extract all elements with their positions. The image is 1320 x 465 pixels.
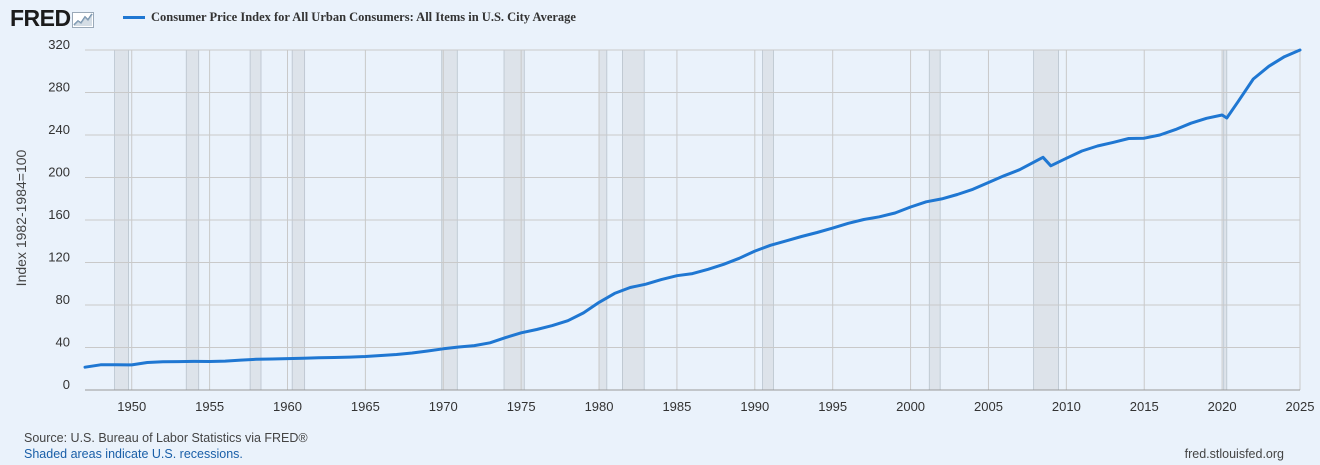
fred-site-link[interactable]: fred.stlouisfed.org [1184, 447, 1284, 461]
fred-chart-icon [71, 12, 94, 28]
x-tick-label-1955: 1955 [195, 399, 224, 414]
x-tick-label-2010: 2010 [1052, 399, 1081, 414]
x-axis-ticks: 1950 1955 1960 1965 1970 1975 1980 1985 1990 1995… [117, 399, 1314, 414]
y-tick-label-200: 200 [48, 165, 70, 180]
recession-note-link[interactable]: Shaded areas indicate U.S. recessions. [24, 447, 243, 461]
y-tick-label-240: 240 [48, 122, 70, 137]
cpi-line-chart[interactable]: 0 40 80 120 160 200 240 280 320 1950 1955 1960 1965… [0, 0, 1320, 430]
chart-gridlines [85, 49, 1301, 391]
x-tick-label-1975: 1975 [507, 399, 536, 414]
legend-series-label: Consumer Price Index for All Urban Consu… [151, 10, 576, 24]
y-tick-label-280: 280 [48, 80, 70, 95]
x-tick-label-2015: 2015 [1130, 399, 1159, 414]
y-tick-label-120: 120 [48, 250, 70, 265]
fred-logo-text: FRED [10, 5, 71, 31]
x-tick-label-1965: 1965 [351, 399, 380, 414]
y-tick-label-320: 320 [48, 37, 70, 52]
y-tick-label-40: 40 [56, 335, 70, 350]
fred-logo[interactable]: FRED [10, 6, 94, 30]
legend-series-swatch [123, 16, 145, 19]
x-tick-label-1995: 1995 [818, 399, 847, 414]
x-tick-label-1990: 1990 [740, 399, 769, 414]
y-tick-label-0: 0 [63, 377, 70, 392]
y-tick-label-160: 160 [48, 207, 70, 222]
x-tick-label-1950: 1950 [117, 399, 146, 414]
chart-legend: Consumer Price Index for All Urban Consu… [123, 10, 576, 25]
y-axis-label: Index 1982-1984=100 [13, 149, 29, 286]
y-tick-label-80: 80 [56, 292, 70, 307]
x-tick-label-1970: 1970 [429, 399, 458, 414]
x-tick-label-2025: 2025 [1286, 399, 1315, 414]
x-tick-label-1960: 1960 [273, 399, 302, 414]
x-tick-label-2000: 2000 [896, 399, 925, 414]
x-tick-label-1980: 1980 [585, 399, 614, 414]
x-tick-label-1985: 1985 [662, 399, 691, 414]
y-axis-ticks: 0 40 80 120 160 200 240 280 320 [48, 37, 70, 392]
cpi-series-line [83, 48, 1302, 369]
source-note: Source: U.S. Bureau of Labor Statistics … [24, 431, 308, 445]
x-tick-label-2020: 2020 [1208, 399, 1237, 414]
x-tick-label-2005: 2005 [974, 399, 1003, 414]
